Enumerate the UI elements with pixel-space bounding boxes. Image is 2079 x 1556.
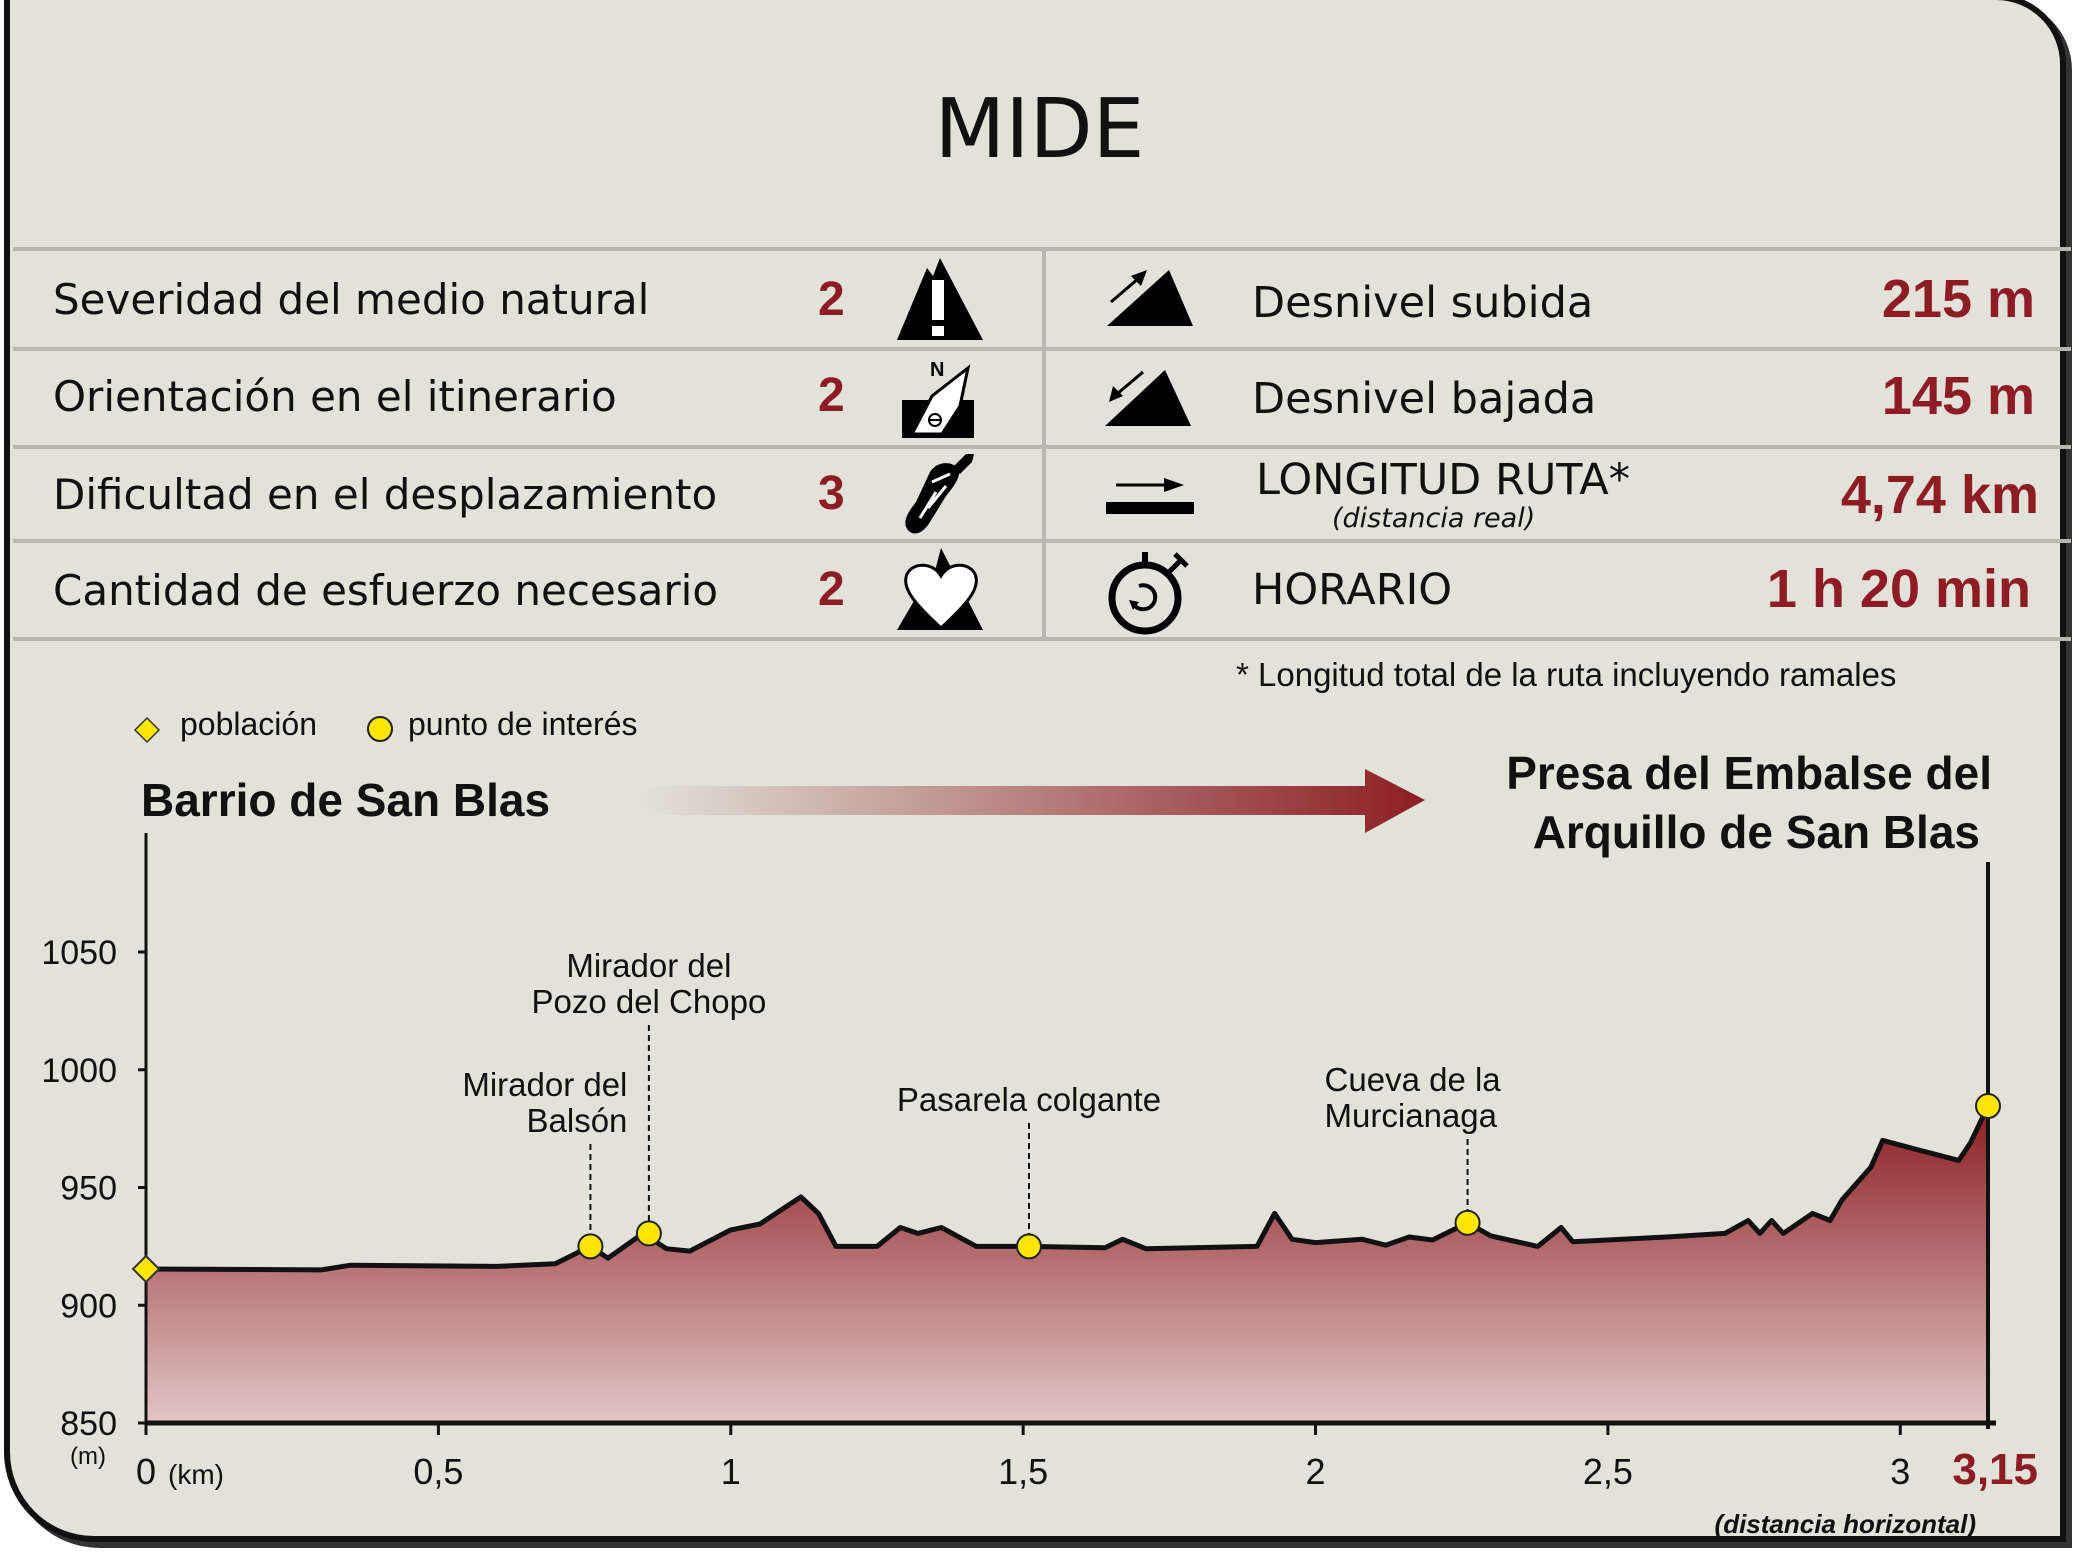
poi-label: Mirador del <box>566 947 731 984</box>
route-value: 4,74 km <box>1840 465 2039 525</box>
y-tick-label: 900 <box>60 1287 117 1325</box>
route-label: Desnivel subida <box>1252 278 1594 328</box>
svg-text:N: N <box>930 359 944 381</box>
poi-circle-icon <box>367 716 393 742</box>
x-tick-label: 0,5 <box>413 1451 463 1492</box>
mide-label: Dificultad en el desplazamiento <box>53 470 718 519</box>
divider <box>1042 249 1046 641</box>
y-tick-label: 1050 <box>41 934 117 972</box>
direction-arrow <box>643 769 1425 833</box>
poi-label: Pozo del Chopo <box>531 983 766 1020</box>
route-value: 145 m <box>1881 366 2035 426</box>
mide-label: Orientación en el itinerario <box>53 372 617 421</box>
heart-mountain-icon <box>897 548 983 631</box>
page-title: MIDE <box>934 82 1145 177</box>
x-tick-label: 1 <box>721 1451 741 1492</box>
y-tick-label: 850 <box>60 1405 117 1443</box>
elevation-area <box>146 1106 1988 1423</box>
footnote: * Longitud total de la ruta incluyendo r… <box>1236 656 1897 693</box>
x-tick-label: 2,5 <box>1583 1451 1633 1492</box>
x-axis-note: (distancia horizontal) <box>1715 1509 1976 1539</box>
ascent-icon <box>1107 270 1193 326</box>
boot-sole-icon <box>905 454 974 534</box>
route-sublabel: (distancia real) <box>1332 503 1536 534</box>
poi-marker <box>1015 1233 1042 1260</box>
poi-label: Pasarela colgante <box>897 1081 1161 1118</box>
mide-value: 2 <box>818 273 845 326</box>
compass-north-icon: N <box>902 359 974 438</box>
route-value: 215 m <box>1881 269 2035 329</box>
poi-label: Cueva de la <box>1325 1061 1502 1098</box>
mide-value: 3 <box>818 467 845 520</box>
x-tick-label: 1,5 <box>998 1451 1048 1492</box>
end-place-line2: Arquillo de San Blas <box>1532 806 1980 858</box>
mide-label: Cantidad de esfuerzo necesario <box>53 566 719 615</box>
mide-value: 2 <box>818 563 845 616</box>
poi-marker <box>1454 1209 1481 1236</box>
descent-icon <box>1105 370 1191 426</box>
elevation-line <box>145 1104 1991 1273</box>
end-place-line1: Presa del Embalse del <box>1506 747 1992 799</box>
mide-label: Severidad del medio natural <box>53 275 650 324</box>
x-tick-label: 0 <box>136 1451 156 1492</box>
poi-marker <box>577 1233 604 1260</box>
mountain-warning-icon <box>897 258 983 340</box>
poi-label: Murcianaga <box>1325 1097 1498 1134</box>
stopwatch-icon <box>1108 552 1189 635</box>
poi-marker <box>635 1220 662 1247</box>
poi-label: Balsón <box>527 1102 628 1139</box>
poi-label: Mirador del <box>462 1066 627 1103</box>
x-tick-label: 3 <box>1890 1451 1910 1492</box>
town-diamond-icon <box>133 716 161 744</box>
town-marker <box>131 1254 161 1284</box>
route-label: Desnivel bajada <box>1252 374 1597 424</box>
x-tick-label: 2 <box>1306 1451 1326 1492</box>
route-label: HORARIO <box>1252 565 1453 615</box>
mide-value: 2 <box>818 369 845 422</box>
route-value: 1 h 20 min <box>1766 559 2031 619</box>
y-tick-label: 1000 <box>41 1052 117 1090</box>
legend-poi: punto de interés <box>408 706 638 742</box>
x-end-label: 3,15 <box>1952 1445 2038 1494</box>
distance-arrow-icon <box>1106 478 1194 514</box>
x-axis-unit: (km) <box>168 1459 224 1490</box>
poi-marker <box>1975 1093 2001 1120</box>
y-tick-label: 950 <box>60 1170 117 1208</box>
start-place: Barrio de San Blas <box>141 774 551 826</box>
y-axis-unit: (m) <box>70 1443 106 1470</box>
route-label: LONGITUD RUTA* <box>1256 455 1631 505</box>
legend-town: población <box>180 706 317 742</box>
